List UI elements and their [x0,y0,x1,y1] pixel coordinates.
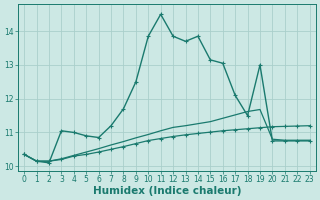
X-axis label: Humidex (Indice chaleur): Humidex (Indice chaleur) [93,186,241,196]
